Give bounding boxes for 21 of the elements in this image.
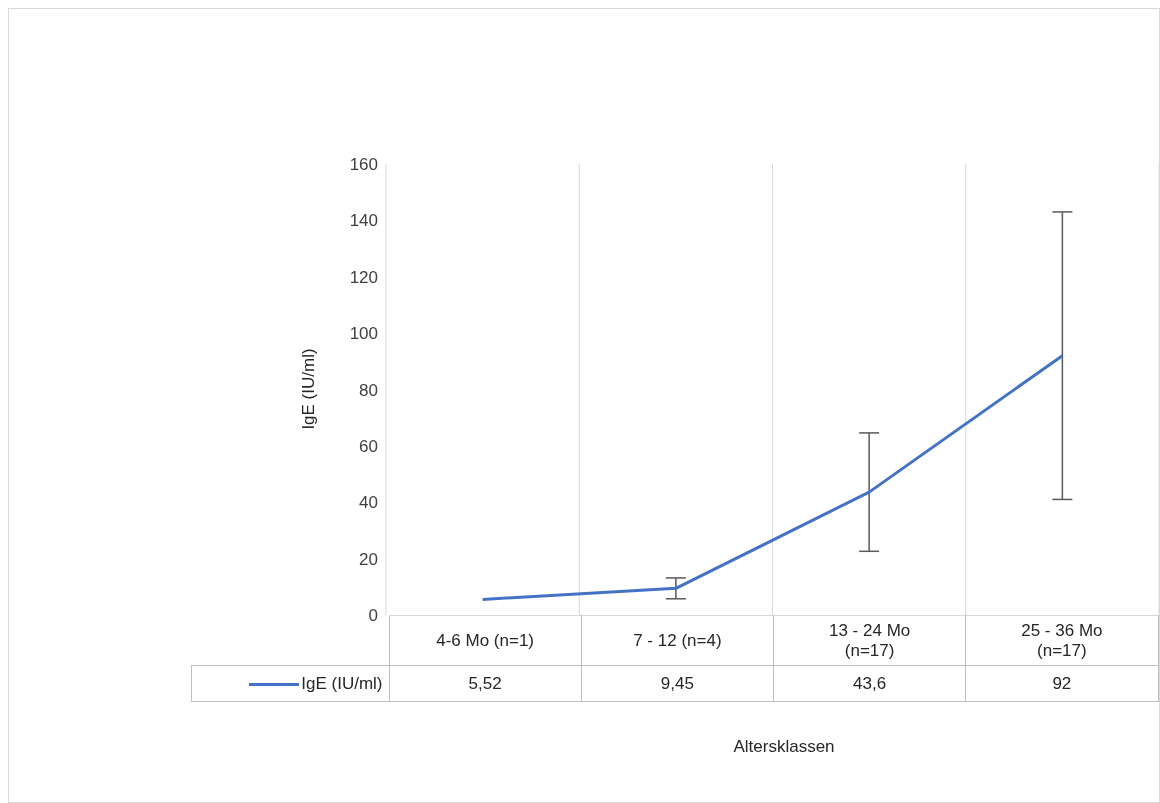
data-label: 5,52 [389,665,582,702]
legend-label: IgE (IU/ml) [191,665,389,702]
y-tick-label: 40 [359,493,378,513]
x-tick-label: 4-6 Mo (n=1) [389,615,582,666]
x-axis-title: Altersklassen [733,737,835,757]
y-tick-label: 60 [359,436,378,456]
y-tick-label: 140 [349,211,378,231]
x-tick-label: 25 - 36 Mo (n=17) [965,615,1158,666]
y-axis-title: IgE (IU/ml) [299,348,319,430]
line-series [481,354,1064,601]
y-tick-label: 0 [368,606,378,626]
y-tick-label: 100 [349,324,378,344]
y-tick-label: 120 [349,267,378,287]
x-tick-label: 7 - 12 (n=4) [581,615,774,666]
data-label: 9,45 [581,665,774,702]
data-label: 43,6 [773,665,966,702]
x-tick-label: 13 - 24 Mo (n=17) [773,615,966,666]
data-label: 92 [965,665,1158,702]
y-tick-label: 20 [359,549,378,569]
y-tick-label: 160 [349,155,378,175]
y-tick-label: 80 [359,380,378,400]
